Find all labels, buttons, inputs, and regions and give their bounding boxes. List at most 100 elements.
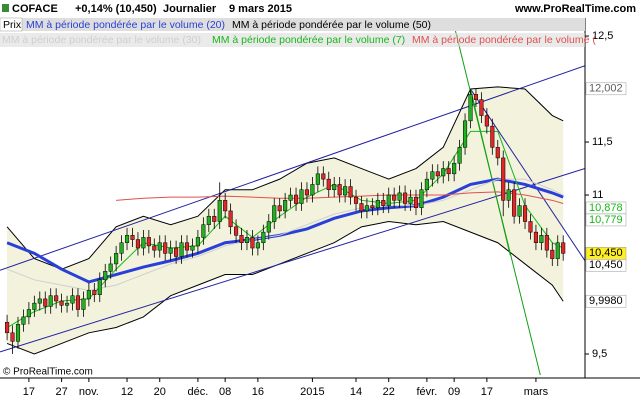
x-tick-label: 2015 [300, 386, 324, 398]
date: 9 mars 2015 [229, 3, 292, 15]
trend-line [470, 88, 511, 256]
candle-body [15, 324, 21, 342]
x-tick-label: 17 [23, 386, 35, 398]
candle-body [375, 200, 380, 208]
candle-body [92, 290, 97, 295]
trend-line [0, 168, 585, 353]
candle-body [32, 302, 37, 310]
candle-body [364, 205, 369, 212]
candle-body [135, 239, 140, 249]
candle-body [86, 290, 91, 300]
change: +0,14% (10,450) [75, 3, 157, 15]
candle-body [359, 203, 364, 212]
candle-body [163, 242, 168, 254]
candle-body [5, 321, 10, 334]
site: www.ProRealTime.com [514, 3, 636, 15]
candle-body [179, 242, 184, 257]
candle-body [255, 242, 260, 249]
candle-body [343, 186, 348, 196]
candle-body [446, 168, 451, 175]
candle-body [304, 189, 309, 196]
candle-body [103, 271, 108, 281]
candle-body [386, 194, 391, 206]
candle-body [130, 235, 135, 240]
candle-body [468, 94, 473, 122]
candle-body [266, 221, 271, 233]
x-tick-label: 27 [55, 386, 67, 398]
candle-body [70, 295, 75, 304]
candle-body [228, 210, 233, 228]
axes: 12,5 11,5 11 9,5 17 27 nov. 12 20 déc. 08 16 2015 14 2… [23, 30, 627, 398]
price-tag [585, 82, 627, 96]
plot-area [0, 29, 585, 376]
candle-body [408, 196, 413, 204]
y-tick-label: 11 [592, 189, 603, 201]
candle-body [250, 237, 255, 249]
x-tick-label: 20 [154, 386, 166, 398]
legend-entry: MM à période pondérée par le volume (30) [2, 34, 201, 46]
candle-body [310, 184, 315, 196]
band-upper [6, 86, 564, 270]
x-tick-label: 08 [219, 386, 231, 398]
legend-row [0, 33, 585, 47]
candle-body [152, 245, 157, 251]
candle-body [244, 237, 250, 243]
candle-body [561, 242, 566, 254]
candle-body [539, 235, 544, 243]
candle-body [217, 200, 222, 222]
band-area [7, 86, 564, 355]
candle-body [326, 178, 331, 190]
candle-body [452, 162, 457, 175]
candle-body [288, 194, 293, 201]
candle-body [321, 173, 326, 180]
candle-body [403, 192, 408, 204]
candle-body [397, 192, 402, 201]
candle-body [168, 247, 173, 254]
candle-body [348, 186, 353, 198]
x-tick-label: 16 [252, 386, 264, 398]
candle-body [550, 249, 555, 259]
candle-body [234, 226, 239, 236]
x-tick-label: mars [524, 386, 549, 398]
candle-body [293, 194, 299, 204]
candle-body [463, 120, 468, 148]
candle-body [261, 231, 266, 243]
price-tag-label: 9,9980 [589, 295, 623, 307]
candle-body [490, 125, 495, 148]
candle-body [97, 279, 102, 295]
y-tick-label: 11,5 [592, 136, 613, 148]
candle-body [43, 298, 48, 307]
y-tick-label: 9,5 [592, 348, 607, 360]
candle-body [184, 242, 190, 251]
candle-body [430, 171, 435, 180]
candle-body [332, 184, 337, 190]
symbol: COFACE [12, 3, 58, 15]
x-tick-label: 14 [350, 386, 362, 398]
candle-body [479, 99, 484, 116]
candle-body [26, 309, 31, 318]
candle-body [337, 184, 342, 196]
candle-body [37, 298, 42, 304]
candle-body [283, 200, 288, 212]
x-tick-label: nov. [79, 386, 99, 398]
candle-body [528, 221, 533, 233]
candle-body [146, 237, 151, 247]
price-tag-label: 10,450 [589, 259, 623, 271]
candle-body [413, 196, 419, 208]
x-tick-label: févr. [416, 386, 437, 398]
candle-body [59, 300, 64, 306]
legend-price: Prix [3, 19, 22, 31]
candle-body [277, 205, 282, 212]
candle-body [533, 231, 538, 243]
copyright: © ProRealTime.com [3, 367, 93, 378]
candle-body [419, 189, 424, 208]
x-tick-label: 22 [383, 386, 395, 398]
price-tag [585, 259, 627, 272]
moving-average [6, 130, 564, 328]
price-tag-label: 12,002 [589, 83, 623, 95]
candle-body [48, 295, 53, 307]
x-tick-label: 17 [481, 386, 493, 398]
candle-body [239, 235, 244, 243]
candle-body [315, 173, 320, 185]
